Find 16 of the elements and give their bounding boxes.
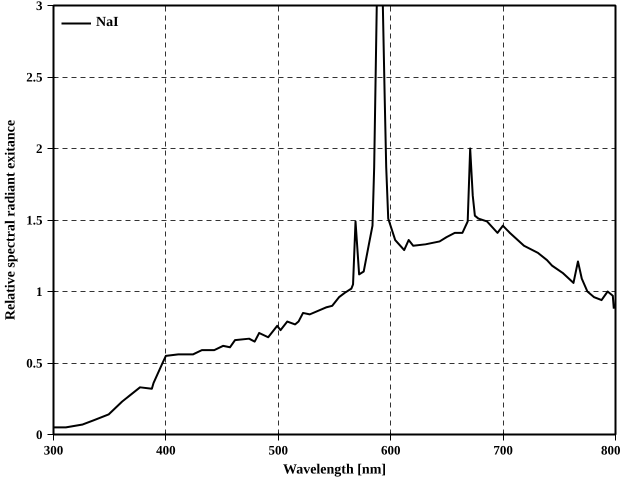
y-tick-label: 2 [36,141,42,156]
y-tick-label: 0.5 [26,356,43,370]
y-tick-label: 0 [36,427,42,442]
legend-label: NaI [96,15,119,31]
x-tick-label: 700 [493,442,513,458]
y-tick-label: 2.5 [26,70,43,84]
y-tick-label: 3 [36,0,43,13]
y-tick-label: 1 [36,284,42,299]
x-tick-label: 800 [601,442,620,458]
x-axis-title: Wavelength [nm] [282,462,386,478]
x-tick-label: 600 [380,442,400,458]
y-axis-title: Relative spectral radiant exitance [3,120,18,320]
x-tick-label: 500 [268,442,288,458]
x-tick-label: 400 [156,442,176,458]
x-tick-label: 300 [44,442,64,458]
y-tick-label: 1.5 [26,212,43,228]
